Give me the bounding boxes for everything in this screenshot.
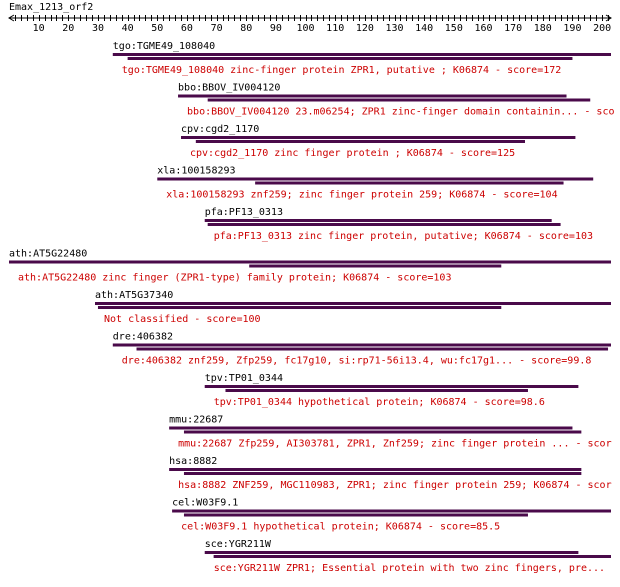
- hit-name: ath:AT5G22480: [9, 249, 87, 260]
- hit-name: xla:100158293: [157, 166, 235, 177]
- hit-description: Not classified - score=100: [104, 314, 261, 325]
- hit-name: mmu:22687: [169, 415, 223, 426]
- hit-bar: [127, 57, 573, 60]
- hit-row: xla:100158293 xla:100158293 znf259; zinc …: [157, 166, 594, 201]
- hit-description: pfa:PF13_0313 zinc finger protein, putat…: [214, 231, 593, 242]
- hit-bar: [169, 468, 582, 471]
- hit-bar: [204, 551, 579, 554]
- hit-bar: [183, 472, 582, 475]
- ruler-tick-label: 140: [415, 23, 433, 34]
- hit-bar: [136, 347, 609, 351]
- ruler: 10 20 30 40 50 60 70 80 90 100 110 120 130 140 150 160 1…: [8, 14, 612, 34]
- hit-row: mmu:22687 mmu:22687 Zfp259, AI303781, ZPR…: [169, 415, 612, 450]
- hit-bar: [249, 264, 502, 268]
- ruler-left-arrow-icon: [8, 14, 15, 22]
- ruler-tick-label: 80: [240, 23, 252, 34]
- ruler-tick-label: 120: [356, 23, 374, 34]
- ruler-tick-label: 20: [62, 23, 74, 34]
- ruler-tick-label: 130: [385, 23, 403, 34]
- hit-bar: [195, 140, 526, 143]
- hit-row: pfa:PF13_0313 pfa:PF13_0313 zinc finger p…: [204, 207, 593, 242]
- hit-name: cpv:cgd2_1170: [181, 124, 259, 135]
- hit-name: tpv:TP01_0344: [205, 373, 283, 384]
- hit-bar: [255, 181, 564, 185]
- hit-name: tgo:TGME49_108040: [113, 41, 215, 52]
- hit-row: tpv:TP01_0344 tpv:TP01_0344 hypothetical …: [204, 373, 579, 408]
- hit-description: cpv:cgd2_1170 zinc finger protein ; K068…: [190, 148, 515, 159]
- hit-row: cpv:cgd2_1170 cpv:cgd2_1170 zinc finger p…: [181, 124, 576, 159]
- hit-row: tgo:TGME49_108040 tgo:TGME49_108040 zinc-…: [112, 41, 612, 76]
- hit-description: tgo:TGME49_108040 zinc-finger protein ZP…: [122, 65, 562, 76]
- hit-bar: [172, 509, 611, 513]
- hit-description: cel:W03F9.1 hypothetical protein; K06874…: [181, 522, 500, 533]
- hit-description: tpv:TP01_0344 hypothetical protein; K068…: [214, 397, 545, 408]
- ruler-tick-label: 160: [474, 23, 492, 34]
- hit-row: cel:W03F9.1 cel:W03F9.1 hypothetical prot…: [172, 498, 611, 533]
- hit-name: bbo:BBOV_IV004120: [178, 83, 280, 94]
- ruler-tick-label: 90: [270, 23, 282, 34]
- ruler-tick-label: 200: [593, 23, 611, 34]
- hit-bar: [213, 555, 611, 558]
- hit-name: dre:406382: [113, 332, 173, 343]
- ruler-tick-label: 40: [122, 23, 134, 34]
- hit-description: hsa:8882 ZNF259, MGC110983, ZPR1; zinc f…: [178, 480, 611, 491]
- ruler-tick-label: 170: [504, 23, 522, 34]
- hit-description: bbo:BBOV_IV004120 23.m06254; ZPR1 zinc-f…: [187, 107, 614, 118]
- hit-row: ath:AT5G37340 Not classified - score=100: [95, 290, 611, 325]
- hit-bar: [169, 426, 573, 430]
- hit-bar: [178, 94, 567, 98]
- query-title: Emax_1213_orf2: [9, 2, 93, 13]
- ruler-tick-label: 70: [211, 23, 223, 34]
- ruler-tick-label: 110: [326, 23, 344, 34]
- hit-row: dre:406382 dre:406382 znf259, Zfp259, fc1…: [112, 332, 612, 367]
- hit-bar: [183, 430, 582, 434]
- ruler-tick-label: 30: [92, 23, 104, 34]
- hit-bar: [207, 223, 561, 226]
- hit-row: ath:AT5G22480 ath:AT5G22480 zinc finger (…: [9, 249, 611, 284]
- ruler-tick-label: 50: [151, 23, 163, 34]
- ruler-tick-label: 180: [534, 23, 552, 34]
- hit-description: xla:100158293 znf259; zinc finger protei…: [166, 190, 557, 201]
- hit-row: bbo:BBOV_IV004120 bbo:BBOV_IV004120 23.m0…: [178, 83, 615, 118]
- hit-description: dre:406382 znf259, Zfp259, fc17g10, si:r…: [122, 356, 592, 367]
- hit-bar: [157, 177, 594, 181]
- hit-description: sce:YGR211W ZPR1; Essential protein with…: [214, 563, 605, 574]
- hit-name: hsa:8882: [169, 456, 217, 467]
- hit-name: cel:W03F9.1: [172, 498, 238, 509]
- hit-description: ath:AT5G22480 zinc finger (ZPR1-type) fa…: [18, 273, 451, 284]
- ruler-right-arrow-icon: [605, 14, 612, 22]
- hit-name: pfa:PF13_0313: [205, 207, 283, 218]
- hit-bar: [181, 136, 576, 139]
- hit-name: ath:AT5G37340: [95, 290, 173, 301]
- hit-bar: [112, 53, 612, 56]
- ruler-tick-label: 150: [445, 23, 463, 34]
- hit-bar: [225, 389, 528, 392]
- hit-bar: [204, 385, 579, 388]
- hit-bar: [9, 260, 611, 264]
- hit-bar: [204, 219, 552, 222]
- hit-bar: [183, 513, 528, 517]
- hit-bar: [95, 302, 611, 305]
- hit-list: tgo:TGME49_108040 tgo:TGME49_108040 zinc-…: [9, 41, 615, 574]
- ruler-tick-label: 100: [297, 23, 315, 34]
- ruler-tick-label: 10: [33, 23, 45, 34]
- hit-bar: [97, 306, 502, 309]
- hit-row: hsa:8882 hsa:8882 ZNF259, MGC110983, ZPR1…: [169, 456, 612, 491]
- hit-description: mmu:22687 Zfp259, AI303781, ZPR1, Znf259…: [178, 439, 611, 450]
- hit-name: sce:YGR211W: [205, 539, 272, 550]
- hit-row: sce:YGR211W sce:YGR211W ZPR1; Essential p…: [204, 539, 611, 574]
- hit-bar: [112, 343, 612, 347]
- hit-bar: [207, 98, 591, 102]
- ruler-tick-label: 190: [563, 23, 581, 34]
- ruler-tick-label: 60: [181, 23, 193, 34]
